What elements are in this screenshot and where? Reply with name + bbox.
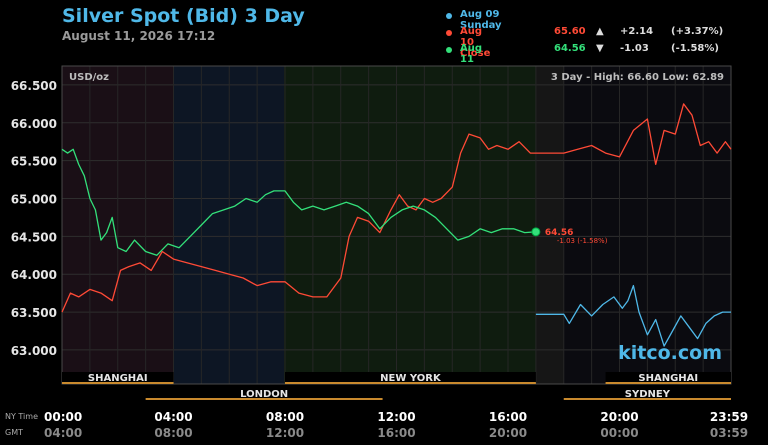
series-line xyxy=(61,103,732,313)
x-tick-gmt: 12:00 xyxy=(266,426,304,440)
x-tick-ny: 04:00 xyxy=(154,410,192,424)
legend-label-aug10: Aug 10 Close xyxy=(460,26,491,59)
x-tick-ny: 00:00 xyxy=(44,410,82,424)
legend-marker-aug10 xyxy=(446,30,452,36)
europe-session-shade xyxy=(173,66,284,384)
series-lines xyxy=(61,103,732,347)
x-tick-gmt: 08:00 xyxy=(154,426,192,440)
y-tick-label: 66.000 xyxy=(11,117,57,131)
session-label: SYDNEY xyxy=(625,389,671,400)
session-bg xyxy=(62,372,174,383)
legend-value-aug10: 65.60 xyxy=(554,26,586,37)
x-tick-gmt: 04:00 xyxy=(44,426,82,440)
last-price-label: 64.56 xyxy=(545,228,573,238)
x-tick-ny: 08:00 xyxy=(266,410,304,424)
y-tick-label: 65.500 xyxy=(11,155,57,169)
after-hours-shade xyxy=(536,66,564,384)
y-tick-label: 64.500 xyxy=(11,230,57,244)
us-session-shade xyxy=(284,66,536,384)
up-arrow-icon: ▲ xyxy=(596,26,604,37)
y-tick-label: 66.500 xyxy=(11,79,57,93)
session-label: SHANGHAI xyxy=(88,373,148,384)
x-tick-ny: 16:00 xyxy=(489,410,527,424)
legend-pct-aug11: (-1.58%) xyxy=(671,43,719,54)
x-tick-ny: 20:00 xyxy=(600,410,638,424)
watermark: kitco.com xyxy=(618,342,722,364)
legend-pct-aug10: (+3.37%) xyxy=(671,26,724,37)
x-tick-ny: 23:59 xyxy=(710,410,748,424)
chart-title: Silver Spot (Bid) 3 Day xyxy=(62,5,305,27)
session-label: SHANGHAI xyxy=(638,373,698,384)
chart-date: August 11, 2026 17:12 xyxy=(62,29,216,43)
x-tick-gmt: 03:59 xyxy=(710,426,748,440)
legend-change-aug11: -1.03 xyxy=(620,43,649,54)
market-sessions: SHANGHAI NEW YORK SHANGHAI LONDON SYDNEY xyxy=(62,372,731,400)
x-tick-gmt: 00:00 xyxy=(600,426,638,440)
x-tick-ny: 12:00 xyxy=(377,410,415,424)
x-tick-gmt: 16:00 xyxy=(377,426,415,440)
gmt-label: GMT xyxy=(5,428,23,437)
session-bg xyxy=(285,372,536,383)
ny-time-label: NY Time xyxy=(5,412,38,421)
series-line xyxy=(61,148,536,256)
session-label: NEW YORK xyxy=(380,373,442,384)
legend-change-aug10: +2.14 xyxy=(620,26,654,37)
legend-marker-aug09 xyxy=(446,13,452,19)
legend-marker-aug11 xyxy=(446,47,452,53)
y-axis: 63.000 63.500 64.000 64.500 65.000 65.500 66.0… xyxy=(11,79,57,358)
y-tick-label: 64.000 xyxy=(11,268,57,282)
grid xyxy=(62,66,731,384)
session-label: LONDON xyxy=(240,389,288,400)
unit-label: USD/oz xyxy=(69,72,109,83)
legend-label-aug09: Aug 09 Sunday xyxy=(460,9,502,31)
last-change-label: -1.03 (-1.58%) xyxy=(557,237,608,245)
session-bg xyxy=(563,388,731,399)
range-label: 3 Day - High: 66.60 Low: 62.89 xyxy=(551,72,724,83)
session-bg xyxy=(605,372,731,383)
y-tick-label: 63.000 xyxy=(11,344,57,358)
series-line xyxy=(535,284,731,347)
down-arrow-icon: ▼ xyxy=(596,43,604,54)
legend-value-aug11: 64.56 xyxy=(554,43,586,54)
y-tick-label: 63.500 xyxy=(11,306,57,320)
x-tick-gmt: 20:00 xyxy=(489,426,527,440)
y-tick-label: 65.000 xyxy=(11,193,57,207)
x-axis: 00:00 04:00 04:00 08:00 08:00 12:00 12:00 16:00… xyxy=(44,410,748,440)
last-price-marker xyxy=(531,227,541,237)
session-bg xyxy=(145,388,383,399)
